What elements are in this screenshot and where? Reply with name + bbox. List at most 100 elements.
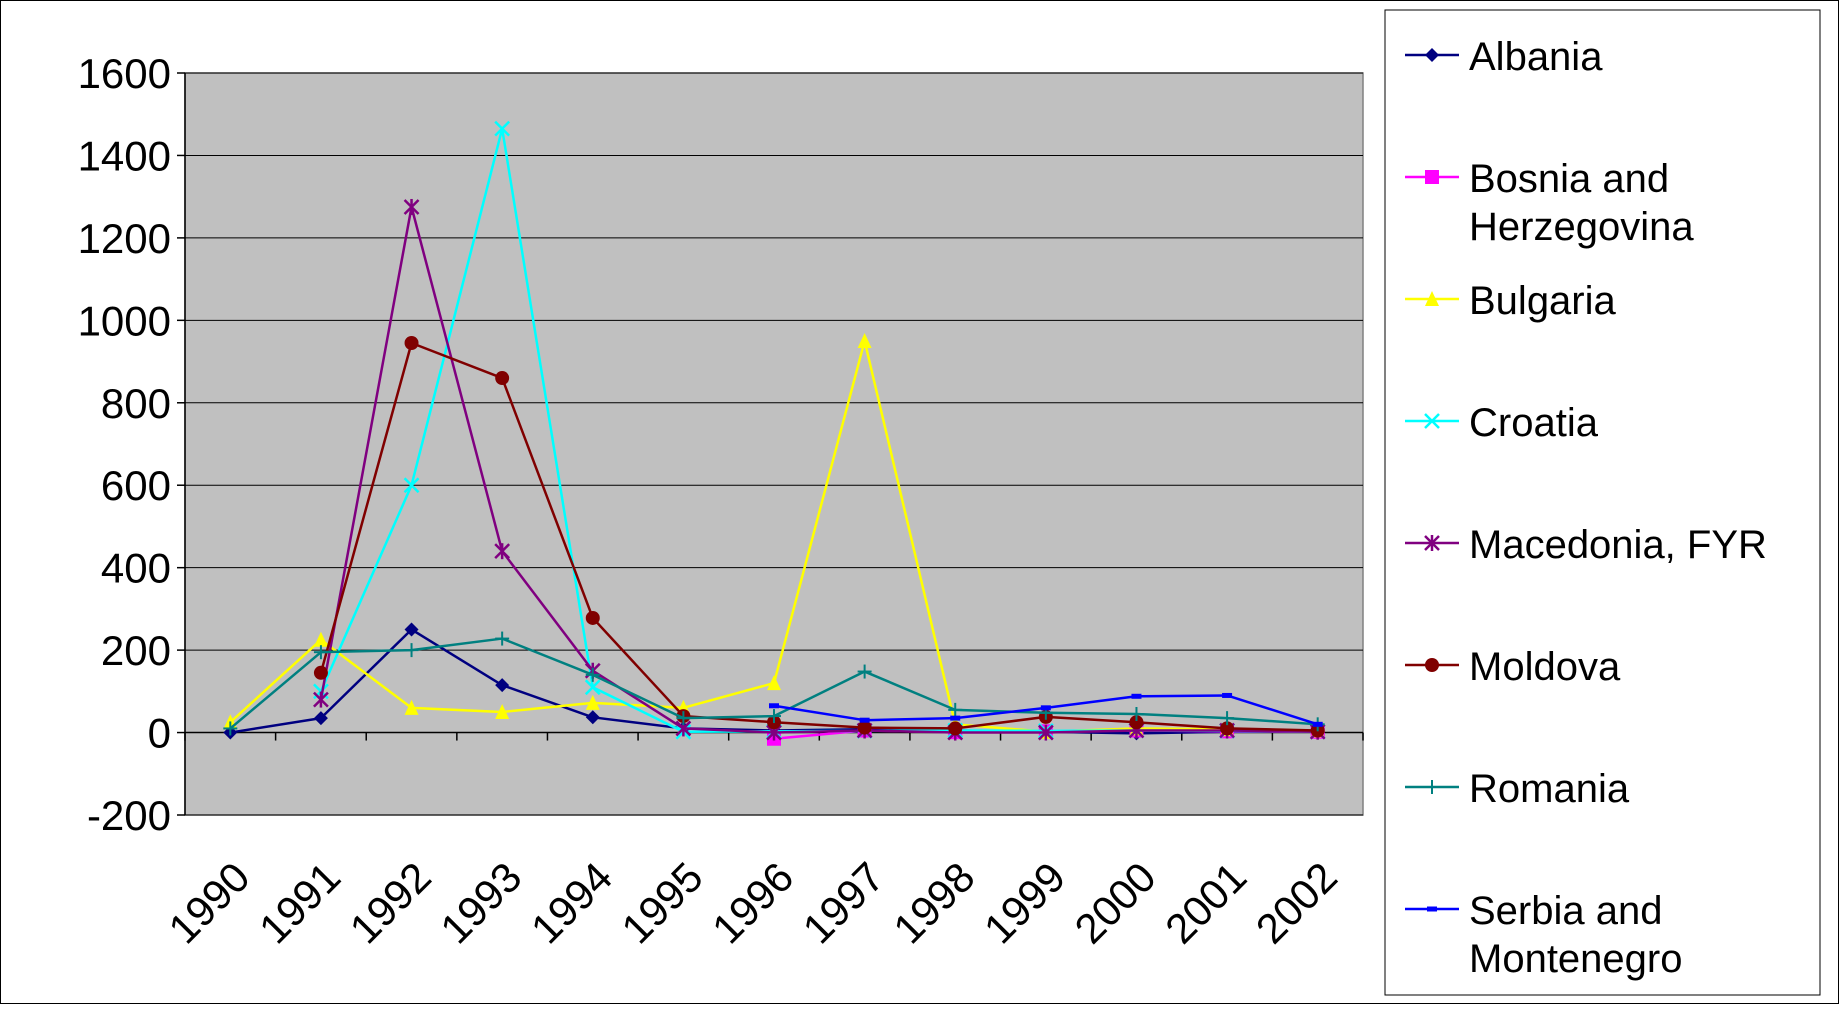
y-tick-label: 1600 [78,50,171,97]
data-point-serbia-and-montenegro [950,715,961,721]
data-point-romania [948,702,963,717]
legend-marker [1425,48,1439,62]
data-point-romania [313,645,328,660]
data-point-serbia-and-montenegro [1222,692,1233,698]
data-point-moldova [585,610,600,625]
legend-label-line: Macedonia, FYR [1469,523,1767,567]
data-point-romania [767,709,781,724]
data-point-moldova [313,665,328,680]
legend-label: Croatia [1469,401,1599,445]
data-point-moldova [495,371,510,386]
y-tick-label: 1000 [78,297,171,344]
data-point-albania [495,678,510,693]
data-point-macedonia-fyr [1037,724,1054,741]
data-point-romania [857,664,872,679]
data-point-serbia-and-montenegro [769,703,779,709]
legend-item-bosnia-and-herzegovina: Bosnia and Herzegovina [1405,157,1694,249]
data-point-romania [1220,711,1235,726]
legend-box [1384,9,1821,996]
series-group [223,120,1326,746]
legend-label-line: Croatia [1469,401,1599,445]
legend-label: Macedonia, FYR [1469,523,1767,567]
y-tick-label: 1200 [78,215,171,262]
series-serbia-and-montenegro [769,692,1323,727]
y-tick-label: 1400 [78,132,171,179]
data-point-serbia-and-montenegro [1131,693,1142,699]
data-point-romania [585,667,600,682]
data-point-romania [404,643,419,658]
legend-marker [1425,780,1439,794]
data-point-bulgaria [404,699,419,715]
legend-marker-stroke [1424,413,1440,429]
data-point-moldova [948,721,963,736]
legend-item-macedonia-fyr: Macedonia, FYR [1405,523,1767,567]
legend-label: Bosnia and Herzegovina [1469,157,1694,249]
y-tick-label: -200 [87,792,171,839]
series-line-macedonia-fyr [319,205,1318,734]
data-point-croatia-stroke [494,120,511,137]
data-point-albania [585,710,600,725]
legend-label-line: Bulgaria [1469,279,1617,323]
series-line-moldova [319,341,1318,732]
data-point-bulgaria [767,675,781,691]
legend-label: Moldova [1469,645,1621,689]
legend-item-serbia-and-montenegro: Serbia and Montenegro [1405,889,1682,981]
data-point-romania [676,711,691,726]
legend-marker [1424,535,1440,551]
legend-item-bulgaria: Bulgaria [1405,279,1617,323]
data-point-croatia-stroke [584,679,601,696]
data-point-serbia-and-montenegro [1312,721,1323,727]
data-point-macedonia-fyr [313,691,329,708]
data-point-macedonia-fyr [403,198,420,215]
legend-marker [1425,291,1439,306]
data-point-moldova [1220,721,1235,736]
y-tick-label: 0 [148,710,171,757]
series-moldova [313,336,1325,738]
y-tick-label: 800 [101,380,171,427]
data-point-bulgaria [857,332,872,348]
legend-label-line: Moldova [1469,645,1621,689]
legend-label-line: Serbia and [1469,889,1662,933]
data-point-bulgaria [495,703,510,719]
legend-label: Serbia and Montenegro [1469,889,1682,981]
data-point-romania [1129,707,1144,722]
data-point-romania [223,721,238,736]
data-point-moldova [1129,715,1144,730]
series-romania [223,631,1325,736]
y-tick-label: 200 [101,627,171,674]
legend-label-line: Romania [1469,767,1630,811]
legend-item-romania: Romania [1405,767,1630,811]
plot-area [184,72,1364,816]
legend-label: Romania [1469,767,1630,811]
legend-label-line: Montenegro [1469,937,1682,981]
data-point-croatia [494,120,511,137]
legend-marker [1425,170,1439,184]
data-point-romania [495,631,510,646]
data-point-croatia [403,477,420,494]
legend-label-line: Bosnia and [1469,157,1669,201]
legend-label: Albania [1469,35,1603,79]
data-point-serbia-and-montenegro [1040,705,1051,711]
legend-label-line: Albania [1469,35,1603,79]
data-point-croatia [584,679,601,696]
plot-background [184,72,1364,816]
legend-item-moldova: Moldova [1405,645,1621,689]
legend-item-albania: Albania [1405,35,1603,79]
data-point-macedonia-fyr [494,543,511,560]
data-point-bulgaria [585,694,600,710]
data-point-albania [404,622,419,637]
legend-item-croatia: Croatia [1405,401,1599,445]
y-tick-label: 400 [101,545,171,592]
legend-label: Bulgaria [1469,279,1617,323]
data-point-albania [313,711,328,726]
data-point-moldova [404,336,419,351]
legend: Albania Bosnia and Herzegovina Bulgaria Croa… [1384,9,1821,996]
legend-marker [1424,413,1440,429]
legend-marker [1425,658,1439,672]
data-point-croatia-stroke [403,477,420,494]
legend-label-line: Herzegovina [1469,205,1694,249]
data-point-bulgaria [313,631,328,647]
data-point-serbia-and-montenegro [859,717,870,723]
